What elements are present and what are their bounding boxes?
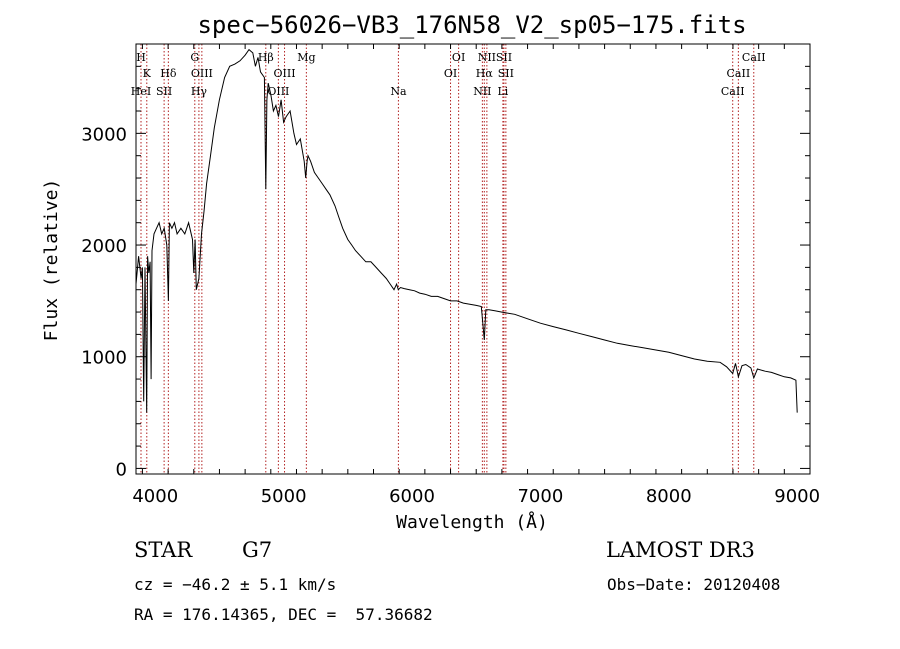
line-label: OIII [191,67,213,80]
x-tick-label: 6000 [389,486,435,507]
line-label: Hα [476,67,494,80]
line-label: Li [497,85,508,98]
line-label: Na [390,85,407,98]
line-label: OIII [274,67,296,80]
line-label: H [136,51,146,64]
spectrum-line [135,48,798,413]
line-markers [140,44,755,474]
x-tick-label: 9000 [774,486,820,507]
line-label: CaII [727,67,751,80]
line-label: G [190,51,199,64]
obs-date-label: Obs−Date: 20120408 [607,575,781,594]
coords-label: RA = 176.14365, DEC = 57.36682 [134,605,433,624]
x-tick-label: 8000 [646,486,692,507]
line-label: HeI [131,85,151,98]
class-label: STAR [134,538,193,562]
x-tick-label: 5000 [261,486,307,507]
line-label: Hβ [258,51,274,64]
line-label: SII [498,67,514,80]
line-label: Mg [297,51,315,64]
x-tick-label: 4000 [132,486,178,507]
redshift-label: cz = −46.2 ± 5.1 km/s [134,575,337,594]
y-tick-label: 0 [116,459,127,480]
y-tick-label: 3000 [81,124,127,145]
line-label: CaII [721,85,745,98]
x-axis-label: Wavelength (Å) [396,511,548,533]
line-label: Hδ [160,67,177,80]
y-axis-ticks: 0 1000 2000 3000 [81,65,810,480]
line-label: NII [478,51,496,64]
line-label: CaII [742,51,766,64]
x-tick-label: 7000 [517,486,563,507]
y-tick-label: 1000 [81,348,127,369]
y-tick-label: 2000 [81,236,127,257]
survey-label: LAMOST DR3 [606,538,755,562]
line-label: OIII [267,85,289,98]
line-label: Hγ [191,85,208,98]
y-axis-label: Flux (relative) [41,179,62,342]
line-label: K [143,67,152,80]
line-label: SII [156,85,172,98]
plot-frame [135,43,811,475]
line-label: OI [444,67,457,80]
x-axis-ticks: 4000 5000 6000 7000 8000 9000 [132,44,820,507]
line-label: OI [452,51,465,64]
chart-title: spec−56026−VB3_176N58_V2_sp05−175.fits [197,11,746,39]
line-label: SII [496,51,512,64]
line-label: NII [473,85,491,98]
subclass-label: G7 [242,538,273,562]
